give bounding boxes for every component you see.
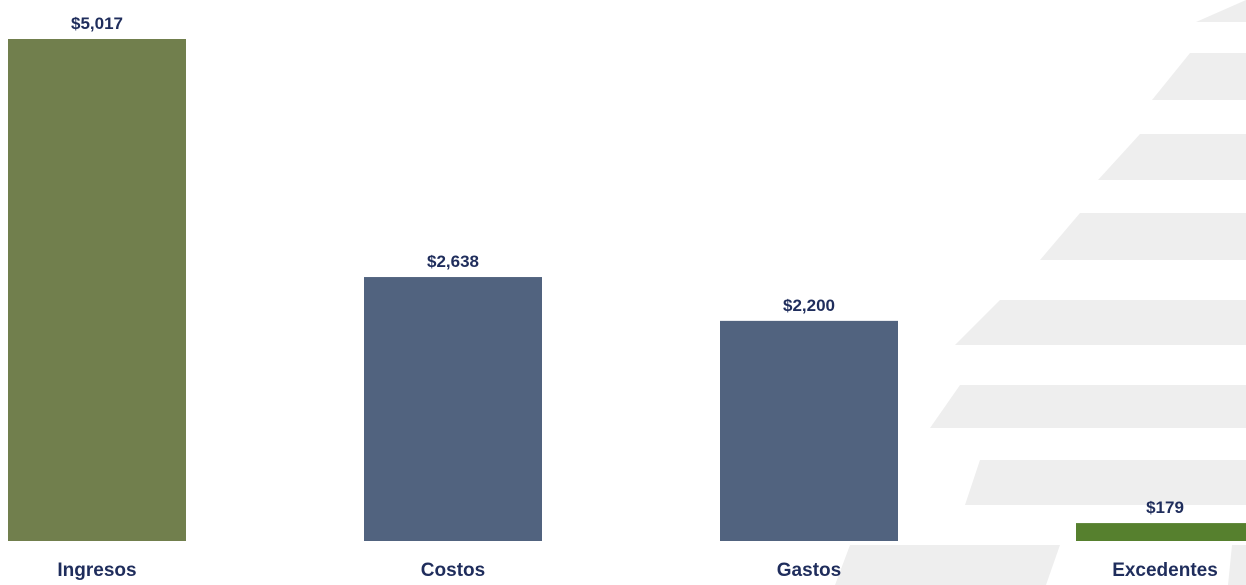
watermark-stripe <box>1098 134 1246 180</box>
watermark-stripe <box>1152 53 1246 100</box>
bars-group <box>8 39 1246 541</box>
category-label-costos: Costos <box>421 560 485 581</box>
background-watermark <box>835 0 1246 585</box>
bar-costos <box>364 277 542 541</box>
watermark-stripe <box>965 460 1246 505</box>
value-label-gastos: $2,200 <box>783 296 835 315</box>
category-label-ingresos: Ingresos <box>57 560 136 581</box>
value-labels-group: $5,017 $2,638 $2,200 $179 <box>71 14 1184 517</box>
watermark-stripe <box>1196 0 1246 22</box>
value-label-excedentes: $179 <box>1146 498 1184 517</box>
bar-gastos <box>720 320 898 541</box>
value-label-ingresos: $5,017 <box>71 14 123 33</box>
watermark-stripe <box>955 300 1246 345</box>
bar-excedentes <box>1076 523 1246 541</box>
watermark-stripe <box>835 545 1060 585</box>
category-labels-group: Ingresos Costos Gastos Excedentes <box>57 560 1217 581</box>
watermark-stripe <box>930 385 1246 428</box>
watermark-stripe <box>1040 213 1246 260</box>
value-label-costos: $2,638 <box>427 252 479 271</box>
category-label-excedentes: Excedentes <box>1112 560 1218 581</box>
bar-ingresos <box>8 39 186 541</box>
category-label-gastos: Gastos <box>777 560 841 581</box>
watermark-stripe <box>1228 545 1246 585</box>
